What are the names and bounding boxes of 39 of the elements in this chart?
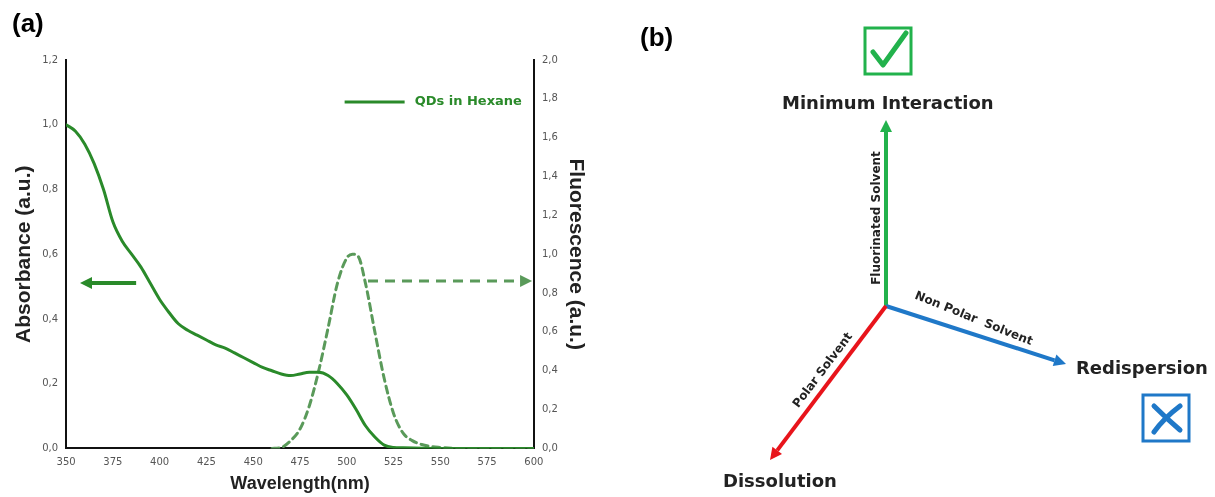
- x-axis-title: Wavelength(nm): [230, 473, 370, 494]
- y2-tick-label: 1,0: [541, 247, 558, 259]
- y2-tick-label: 0,6: [541, 325, 558, 337]
- y2-tick-label: 2,0: [541, 53, 558, 65]
- legend-label: QDs in Hexane: [414, 93, 523, 109]
- text: Fluorinated Solvent: [868, 151, 883, 285]
- y-axis-title: Absorbance (a.u.): [11, 165, 35, 343]
- x-tick-label: 400: [150, 455, 170, 467]
- y-tick-label: 1,2: [42, 53, 59, 65]
- x-tick-label: 450: [243, 455, 263, 467]
- y2-tick-label: 1,6: [541, 131, 558, 143]
- y-tick-label: 0,8: [42, 183, 59, 195]
- y2-tick-label: 0,2: [541, 403, 558, 415]
- y-tick-label: 0,6: [42, 247, 59, 259]
- chart-title: (a): [12, 8, 44, 39]
- y-tick-label: 0,4: [42, 312, 59, 324]
- text: (b): [640, 22, 674, 53]
- text: Dissolution: [723, 469, 837, 491]
- x-tick-label: 525: [384, 455, 404, 467]
- y2-axis-title: Fluorescence (a.u.): [565, 158, 589, 350]
- x-tick-label: 575: [477, 455, 497, 467]
- y2-tick-label: 0,4: [541, 364, 558, 376]
- x-tick-label: 600: [524, 455, 544, 467]
- y2-tick-label: 1,4: [541, 170, 558, 182]
- y-tick-label: 1,0: [42, 118, 59, 130]
- x-tick-label: 475: [290, 455, 310, 467]
- x-tick-label: 500: [337, 455, 357, 467]
- y2-tick-label: 1,8: [541, 92, 558, 104]
- y2-tick-label: 0,0: [541, 441, 558, 453]
- y2-tick-label: 0,8: [541, 286, 558, 298]
- text: Minimum Interaction: [782, 91, 994, 113]
- text: Redispersion: [1076, 356, 1208, 378]
- x-tick-label: 375: [103, 455, 123, 467]
- x-tick-label: 350: [56, 455, 76, 467]
- y-tick-label: 0,0: [42, 441, 59, 453]
- x-tick-label: 425: [196, 455, 216, 467]
- x-tick-label: 550: [430, 455, 450, 467]
- y2-tick-label: 1,2: [541, 208, 558, 220]
- y-tick-label: 0,2: [42, 377, 59, 389]
